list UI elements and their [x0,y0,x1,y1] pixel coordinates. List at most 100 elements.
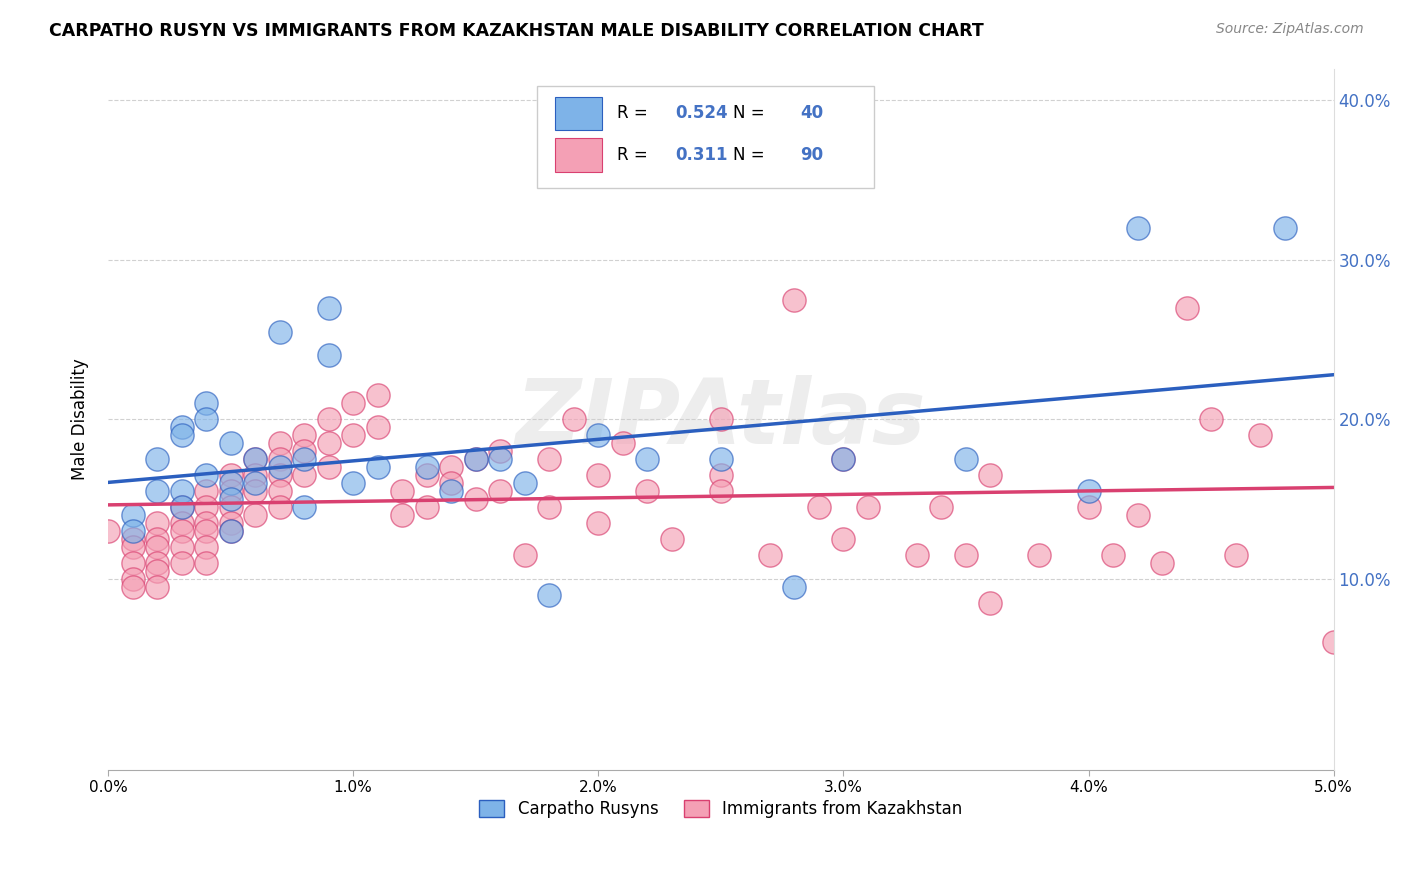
Point [367,460,389,475]
Point [513,476,536,491]
Point [121,540,143,554]
Point [1077,483,1099,498]
Text: N =: N = [733,145,770,164]
Point [318,436,340,450]
Point [318,349,340,363]
Point [1126,221,1149,235]
Point [269,460,291,475]
Point [1225,548,1247,562]
Point [269,452,291,467]
Point [905,548,928,562]
Point [219,516,242,530]
Point [219,476,242,491]
Point [1249,428,1271,442]
Point [170,420,193,434]
Point [464,452,486,467]
Point [146,452,169,467]
Point [612,436,634,450]
Point [489,444,512,458]
Point [783,580,806,594]
Text: 0.311: 0.311 [675,145,728,164]
Point [586,468,609,483]
Point [292,468,315,483]
Point [146,556,169,570]
Point [661,532,683,546]
Point [562,412,585,426]
Point [121,572,143,586]
Point [195,468,218,483]
Point [146,532,169,546]
Point [1175,301,1198,315]
Bar [555,138,602,171]
Point [710,483,733,498]
Point [121,524,143,538]
Point [489,483,512,498]
Point [243,452,266,467]
Point [292,444,315,458]
Point [170,556,193,570]
Point [391,508,413,522]
Point [979,596,1001,610]
Point [342,476,364,491]
Point [440,460,463,475]
Point [440,483,463,498]
Point [269,436,291,450]
Point [931,500,953,514]
Point [195,412,218,426]
Point [170,483,193,498]
Point [146,564,169,578]
Point [121,556,143,570]
Point [243,508,266,522]
Point [219,500,242,514]
Text: 0.524: 0.524 [675,104,728,122]
Point [219,483,242,498]
Point [170,516,193,530]
Point [243,452,266,467]
Point [955,548,977,562]
Point [710,412,733,426]
Point [219,524,242,538]
Point [440,476,463,491]
Point [269,500,291,514]
Point [1126,508,1149,522]
Point [586,516,609,530]
Point [464,491,486,506]
Point [170,524,193,538]
Legend: Carpatho Rusyns, Immigrants from Kazakhstan: Carpatho Rusyns, Immigrants from Kazakhs… [472,793,969,825]
Point [243,468,266,483]
Point [121,580,143,594]
Point [832,452,855,467]
Point [219,468,242,483]
Point [759,548,782,562]
Point [195,516,218,530]
Point [146,540,169,554]
Point [342,396,364,410]
Point [1102,548,1125,562]
Point [195,556,218,570]
Point [195,396,218,410]
Point [464,452,486,467]
Point [1274,221,1296,235]
Point [269,483,291,498]
Point [121,508,143,522]
Point [219,524,242,538]
Point [243,476,266,491]
Point [832,532,855,546]
Point [1199,412,1222,426]
Point [367,388,389,402]
Point [636,452,658,467]
Text: 90: 90 [800,145,824,164]
Text: Source: ZipAtlas.com: Source: ZipAtlas.com [1216,22,1364,37]
Point [318,301,340,315]
Point [195,540,218,554]
Point [243,483,266,498]
Point [292,428,315,442]
Point [342,428,364,442]
Text: N =: N = [733,104,770,122]
Point [538,452,561,467]
Point [318,460,340,475]
Point [170,540,193,554]
FancyBboxPatch shape [537,86,875,188]
Text: ZIPAtlas: ZIPAtlas [516,376,927,463]
Point [195,500,218,514]
